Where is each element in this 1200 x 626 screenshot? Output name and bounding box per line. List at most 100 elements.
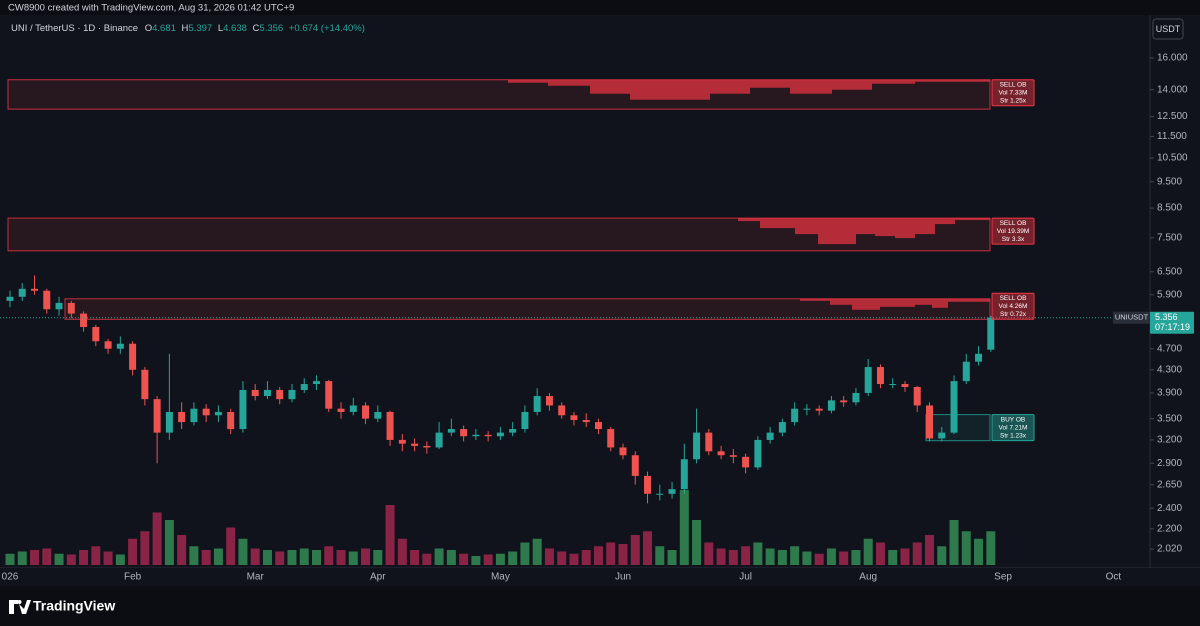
volume-bar [287, 550, 297, 565]
volume-profile [932, 298, 948, 308]
candle-body [570, 415, 578, 421]
candle-body [18, 288, 26, 297]
volume-bar [704, 542, 714, 565]
y-tick-label: 12.500 [1157, 111, 1188, 122]
volume-bar [373, 550, 383, 565]
time-axis-area [0, 568, 1200, 586]
brand-logo [9, 600, 31, 614]
candle-body [325, 381, 333, 409]
y-tick-label: 3.500 [1157, 413, 1182, 424]
volume-bar [201, 550, 211, 565]
legend-value: 4.681 [152, 23, 176, 34]
volume-profile [830, 298, 852, 305]
candle-body [975, 353, 983, 362]
y-tick-label: 9.500 [1157, 176, 1182, 187]
volume-bar [888, 550, 898, 565]
candle-body [67, 302, 75, 314]
candle-body [815, 408, 823, 411]
legend-label: O [145, 23, 152, 34]
candle-body [460, 429, 468, 437]
volume-bar [422, 553, 432, 565]
volume-bar [226, 527, 236, 565]
volume-bar [299, 548, 309, 565]
volume-bar [385, 505, 395, 565]
volume-profile [915, 79, 990, 82]
legend-value: 4.638 [223, 23, 247, 34]
x-tick-label: Oct [1106, 572, 1122, 583]
candle-body [129, 343, 137, 370]
order-block-label-box [991, 217, 1035, 245]
volume-bar [66, 554, 76, 565]
volume-bar [630, 535, 640, 565]
y-tick-label: 3.900 [1157, 388, 1182, 399]
volume-bar [238, 538, 248, 565]
candle-body [509, 429, 517, 433]
volume-bar [557, 551, 567, 565]
currency-box[interactable] [1152, 18, 1184, 40]
volume-bar [213, 548, 223, 565]
volume-bar [262, 550, 272, 565]
volume-bar [863, 538, 873, 565]
volume-bar [17, 551, 27, 565]
y-tick-label: 2.400 [1157, 503, 1182, 514]
volume-bar [667, 550, 677, 565]
volume-bar [361, 548, 371, 565]
volume-profile [915, 218, 935, 235]
candle-body [227, 411, 235, 430]
volume-bar [777, 550, 787, 565]
legend-label: L [218, 23, 223, 34]
volume-profile [750, 79, 790, 88]
volume-bar [643, 531, 653, 565]
volume-bar [581, 550, 591, 565]
volume-bar [814, 553, 824, 565]
candle-body [962, 361, 970, 382]
volume-bar [471, 556, 481, 565]
x-tick-label: Jul [739, 572, 752, 583]
candle-body [337, 408, 345, 412]
volume-bar [520, 542, 530, 565]
ticker-tag-text: UNIUSDT [1115, 313, 1149, 322]
y-tick-label: 4.300 [1157, 364, 1182, 375]
candle-body [349, 405, 357, 412]
candle-body [827, 400, 835, 411]
candle-body [754, 439, 762, 468]
last-price-tag [1150, 311, 1194, 334]
plot-area [0, 15, 1150, 568]
volume-bar [312, 550, 321, 565]
candle-body [165, 411, 173, 433]
candle-body [398, 439, 406, 444]
candle-body [80, 313, 88, 328]
x-tick-label: Jun [615, 572, 631, 583]
legend-label: H [182, 23, 189, 34]
order-block-strength: Str 1.23x [1000, 432, 1027, 439]
y-tick-label: 7.500 [1157, 232, 1182, 243]
volume-bar [802, 551, 812, 565]
volume-bar [679, 490, 689, 565]
candle-body [178, 411, 186, 423]
candle-body [214, 411, 222, 416]
order-block-label: SELL OB [1000, 295, 1027, 302]
y-tick-label: 4.700 [1157, 343, 1182, 354]
last-price: 5.356 [1155, 312, 1178, 322]
y-tick-label: 8.500 [1157, 203, 1182, 214]
candle-body [533, 396, 541, 412]
order-block-label-box [991, 79, 1035, 107]
volume-bar [42, 548, 52, 565]
candle-body [251, 389, 259, 397]
volume-bar [949, 520, 959, 565]
legend-label: C [253, 23, 260, 34]
volume-profile [548, 79, 590, 86]
volume-bar [434, 548, 444, 565]
candle-body [313, 381, 320, 385]
candle-body [631, 455, 639, 476]
volume-profile [738, 218, 760, 222]
candle-body [766, 432, 774, 440]
volume-bar [91, 546, 101, 565]
candle-body [938, 432, 946, 439]
candle-body [6, 296, 14, 301]
volume-bar [544, 548, 554, 565]
volume-bar [532, 538, 542, 565]
y-tick-label: 5.900 [1157, 289, 1182, 300]
